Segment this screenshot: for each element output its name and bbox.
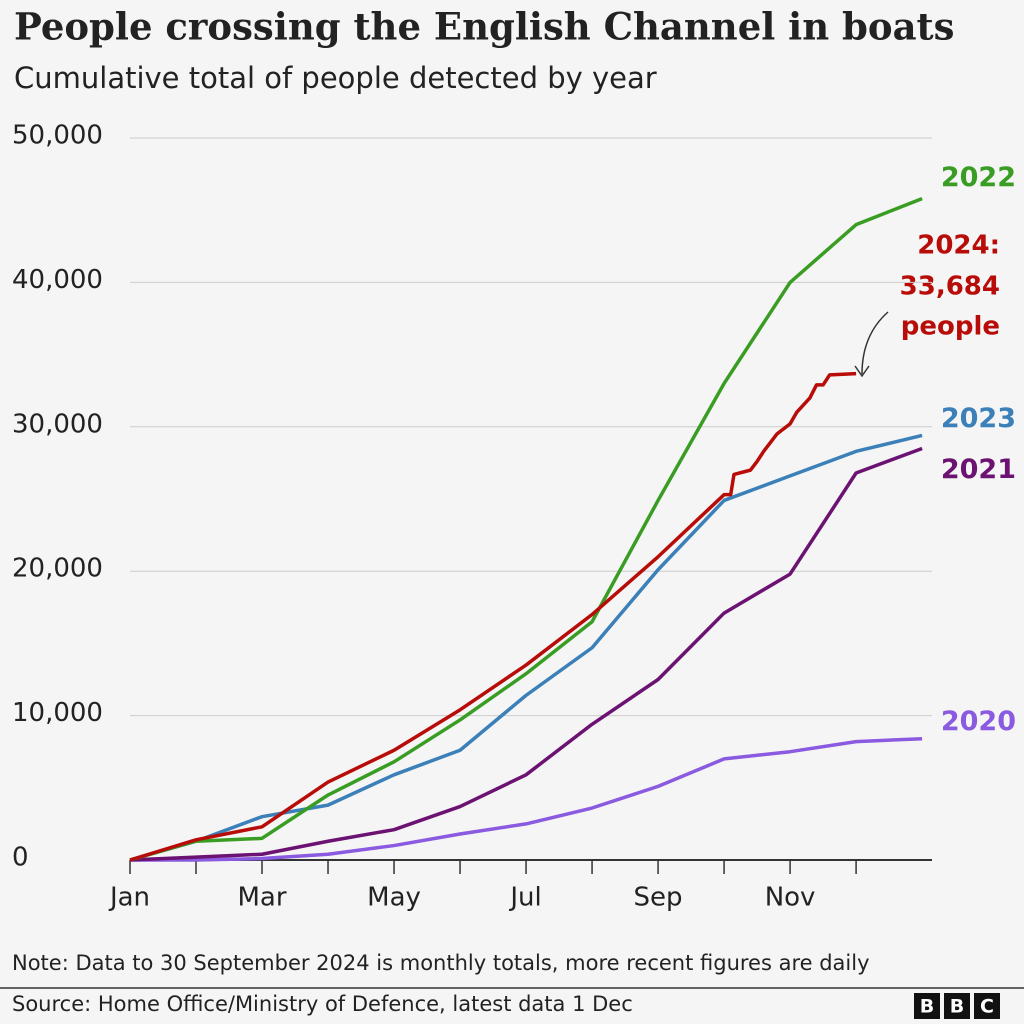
- x-tick-label: Jan: [108, 883, 150, 913]
- x-tick-label: Sep: [634, 883, 683, 913]
- legend-label: 2022: [941, 162, 1016, 193]
- logo-box: [914, 993, 940, 1019]
- x-tick-label: Mar: [237, 883, 286, 913]
- legend-label: 2020: [941, 706, 1016, 737]
- x-tick-label: May: [367, 883, 421, 913]
- y-tick-label: 20,000: [12, 554, 103, 584]
- line: [129, 197, 923, 862]
- annotation: 33,684: [900, 272, 1000, 302]
- y-tick-label: 50,000: [12, 121, 103, 151]
- logo: B B C: [914, 993, 1000, 1019]
- logo-letter: B: [950, 996, 964, 1018]
- annotation: 2024:: [917, 231, 1000, 261]
- annotation: people: [901, 312, 1000, 342]
- legend-label: 2021: [941, 454, 1016, 485]
- note: Note: Data to 30 September 2024 is month…: [12, 951, 870, 975]
- annotation-arrow: [854, 311, 889, 378]
- logo-letter: B: [920, 996, 934, 1018]
- logo-box: [974, 993, 1000, 1019]
- logo-letter: C: [980, 996, 994, 1018]
- line: [129, 371, 857, 862]
- legend-label: 2023: [941, 403, 1016, 434]
- line: [130, 736, 923, 862]
- y-tick-label: 0: [12, 843, 29, 873]
- y-tick-label: 30,000: [12, 409, 103, 439]
- chart-title: People crossing the English Channel in b…: [14, 5, 954, 49]
- x-tick-label: Nov: [765, 883, 816, 913]
- y-tick-label: 40,000: [12, 265, 103, 295]
- source: Source: Home Office/Ministry of Defence,…: [12, 992, 633, 1016]
- x-tick-label: Jul: [508, 883, 541, 913]
- line: [129, 446, 923, 862]
- chart-subtitle: Cumulative total of people detected by y…: [14, 61, 657, 95]
- logo-box: [944, 993, 970, 1019]
- y-tick-label: 10,000: [12, 698, 103, 728]
- line: [129, 433, 923, 862]
